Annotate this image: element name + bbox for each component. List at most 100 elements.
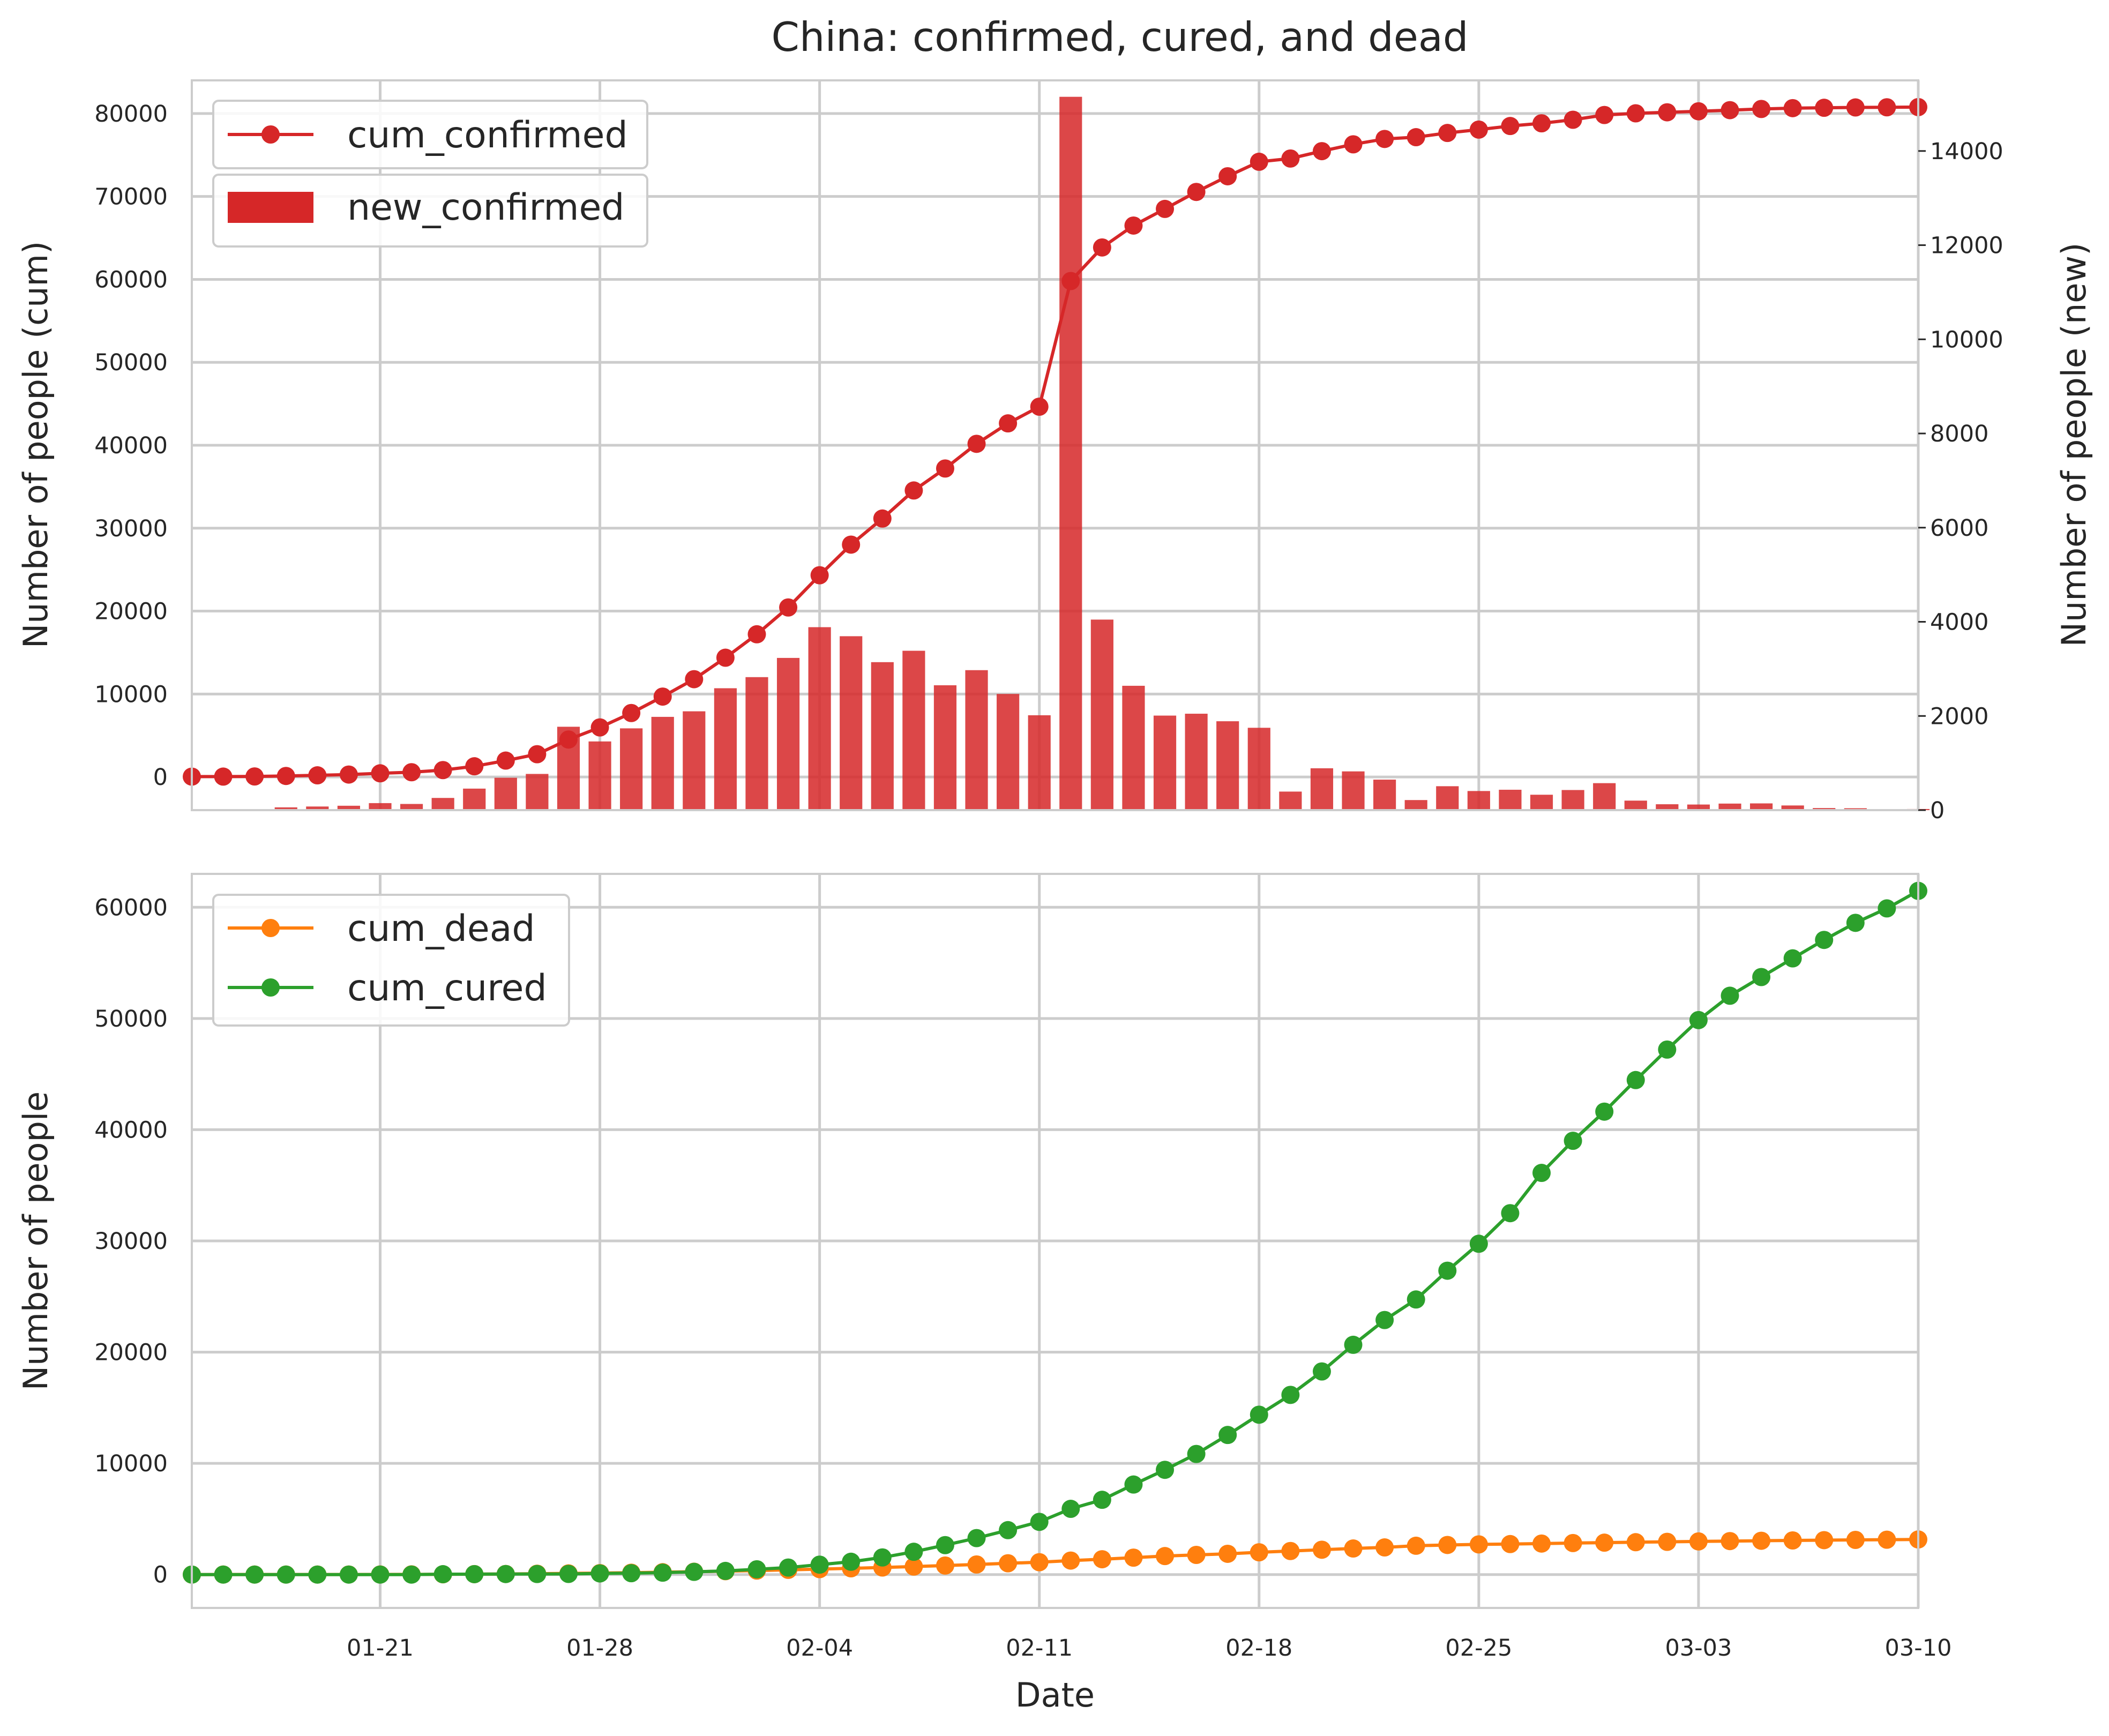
legend-cum-confirmed: cum_confirmed (212, 100, 648, 169)
new-confirmed-bar (776, 657, 800, 810)
cum-cured-point (1187, 1445, 1206, 1463)
cum-confirmed-point (1344, 135, 1363, 154)
cum-dead-point (1721, 1532, 1739, 1551)
cum-cured-point (1501, 1204, 1520, 1223)
new-confirmed-bar (871, 662, 894, 810)
cum-cured-point (1030, 1513, 1049, 1531)
cum-confirmed-point (1281, 149, 1300, 168)
cum-cured-point (685, 1562, 704, 1581)
cum-confirmed-line (183, 98, 1927, 786)
top-left-y-tick-label: 60000 (94, 266, 168, 293)
cum-cured-point (967, 1529, 986, 1547)
cum-cured-point (1752, 968, 1771, 986)
bottom-y-axis-label: Number of people (16, 1091, 55, 1390)
cum-dead-point (1815, 1531, 1834, 1550)
cum-confirmed-point (496, 751, 515, 770)
new-confirmed-bar (620, 728, 643, 810)
cum-confirmed-point (1124, 216, 1143, 235)
cum-cured-point (528, 1565, 547, 1583)
cum-cured-point (1250, 1405, 1268, 1424)
top-right-y-tick-label: 10000 (1930, 326, 2003, 353)
cum-confirmed-point (747, 625, 766, 643)
cum-dead-point (1501, 1535, 1520, 1553)
cum-confirmed-point (1250, 152, 1268, 171)
bottom-y-ticks: 0 10000 20000 30000 40000 50000 60000 (94, 894, 168, 1588)
cum-confirmed-point (779, 598, 798, 617)
cum-confirmed-point (308, 766, 327, 785)
cum-confirmed-point (402, 763, 421, 782)
bottom-y-tick-label: 0 (153, 1562, 168, 1589)
new-confirmed-bar (369, 803, 392, 810)
cum-confirmed-point (371, 764, 390, 783)
cum-confirmed-point (1689, 102, 1708, 121)
new-confirmed-bar (902, 650, 925, 810)
cum-dead-point (1469, 1535, 1488, 1554)
cum-confirmed-point (1438, 124, 1457, 143)
cum-confirmed-point (1093, 238, 1111, 257)
cum-cured-point (810, 1555, 829, 1574)
cum-dead-point (904, 1557, 923, 1576)
chart-title: China: confirmed, cured, and dead (772, 13, 1469, 61)
x-tick-label: 01-21 (347, 1635, 414, 1662)
cum-cured-point (622, 1564, 641, 1583)
cum-cured-point (559, 1565, 578, 1583)
cum-dead-point (1375, 1538, 1394, 1557)
cum-confirmed-point (1501, 117, 1520, 136)
top-left-y-tick-label: 0 (153, 764, 168, 791)
cum-confirmed-point (653, 687, 672, 706)
cum-cured-point (590, 1564, 609, 1583)
cum-cured-point (245, 1565, 264, 1584)
new-confirmed-bar (714, 688, 737, 810)
cum-cured-point (339, 1565, 358, 1584)
bottom-y-tick-label: 60000 (94, 894, 168, 921)
cum-cured-point (653, 1563, 672, 1582)
cum-confirmed-point (1783, 99, 1802, 117)
cum-confirmed-point (559, 730, 578, 749)
top-left-y-tick-label: 80000 (94, 101, 168, 128)
cum-cured-point (1061, 1500, 1080, 1518)
legend-bar-swatch (228, 192, 313, 223)
cum-dead-point (1595, 1533, 1614, 1552)
cum-cured-point (1595, 1102, 1614, 1121)
new-confirmed-bar (997, 694, 1020, 810)
cum-cured-point (214, 1565, 233, 1584)
cum-cured-point (1783, 949, 1802, 968)
new-confirmed-bar (1656, 804, 1679, 810)
new-confirmed-bar (1310, 768, 1334, 810)
cum-confirmed-point (904, 481, 923, 500)
bottom-plot-frame (191, 873, 1919, 1609)
bottom-y-tick-label: 20000 (94, 1340, 168, 1366)
new-confirmed-bar (588, 741, 611, 810)
new-confirmed-bar (494, 777, 517, 810)
cum-confirmed-point (716, 648, 735, 667)
legend-marker-cured (261, 978, 280, 997)
new-confirmed-bar (1718, 803, 1741, 810)
cum-confirmed-point (1595, 106, 1614, 124)
new-confirmed-bar (1499, 789, 1522, 810)
new-confirmed-bar (400, 804, 423, 810)
cum-confirmed-point (339, 765, 358, 784)
new-confirmed-bar (1185, 714, 1208, 810)
cum-dead-point (967, 1555, 986, 1574)
cum-cured-point (433, 1565, 452, 1584)
top-right-y-axis-label: Number of people (new) (2054, 243, 2093, 647)
new-confirmed-bar (651, 716, 674, 810)
new-confirmed-bar (337, 805, 360, 810)
new-confirmed-bar (306, 806, 329, 810)
cum-confirmed-point (433, 761, 452, 780)
cum-confirmed-point (810, 566, 829, 585)
cum-cured-point (371, 1565, 390, 1584)
cum-cured-point (1124, 1475, 1143, 1494)
new-confirmed-bar (965, 670, 988, 810)
cum-cured-point (1658, 1040, 1677, 1059)
cum-dead-point (1626, 1533, 1645, 1552)
new-confirmed-bar (1781, 805, 1804, 810)
x-tick-label: 03-10 (1885, 1635, 1952, 1662)
bottom-x-ticks: 01-21 01-28 02-04 02-11 02-18 02-25 03-03 03-10 (347, 1635, 1951, 1662)
cum-confirmed-point (1532, 114, 1551, 133)
new-confirmed-bar (1561, 790, 1584, 810)
top-left-y-axis-label: Number of people (cum) (16, 241, 55, 648)
new-confirmed-bar (683, 711, 706, 810)
cum-dead-point (1658, 1532, 1677, 1551)
